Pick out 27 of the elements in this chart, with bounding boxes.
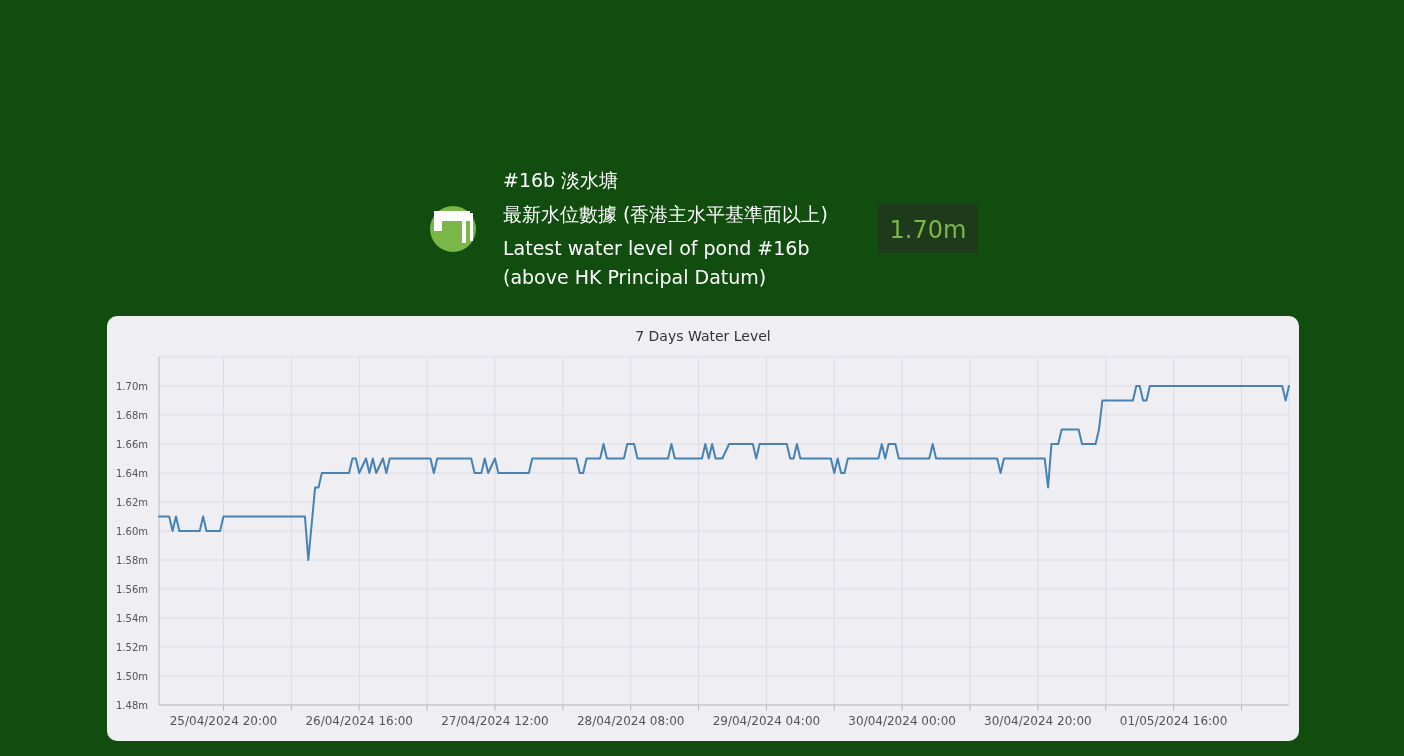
y-tick-label: 1.66m <box>115 438 148 450</box>
y-tick-label: 1.56m <box>115 583 148 595</box>
x-tick-label: 25/04/2024 20:00 <box>169 714 278 728</box>
x-tick-label: 30/04/2024 00:00 <box>848 714 956 728</box>
y-tick-label: 1.60m <box>115 525 148 537</box>
y-tick-label: 1.70m <box>115 380 148 392</box>
text: (above HK Principal Datum) <box>503 266 767 288</box>
y-tick-label: 1.48m <box>115 699 148 711</box>
x-tick-label: 29/04/2024 04:00 <box>712 714 821 728</box>
y-tick-label: 1.52m <box>115 641 148 653</box>
x-tick-label: 28/04/2024 08:00 <box>576 714 685 728</box>
chart-title: 7 Days Water Level <box>635 328 771 344</box>
y-tick-label: 1.50m <box>115 670 148 682</box>
text: 最新水位數據 (香港主水平基準面以上) <box>503 203 828 225</box>
y-tick-label: 1.68m <box>115 409 148 421</box>
text: 1.70m <box>889 216 967 244</box>
x-tick-label: 27/04/2024 12:00 <box>441 714 549 728</box>
y-tick-label: 1.64m <box>115 467 148 479</box>
text: #16b 淡水塘 <box>503 169 619 191</box>
y-tick-label: 1.54m <box>115 612 148 624</box>
x-tick-label: 01/05/2024 16:00 <box>1119 714 1228 728</box>
y-tick-label: 1.62m <box>115 496 148 508</box>
x-tick-label: 30/04/2024 20:00 <box>984 714 1092 728</box>
text: Latest water level of pond #16b <box>503 237 810 259</box>
line-series <box>158 385 1290 561</box>
y-tick-label: 1.58m <box>115 554 148 566</box>
x-tick-label: 26/04/2024 16:00 <box>305 714 413 728</box>
